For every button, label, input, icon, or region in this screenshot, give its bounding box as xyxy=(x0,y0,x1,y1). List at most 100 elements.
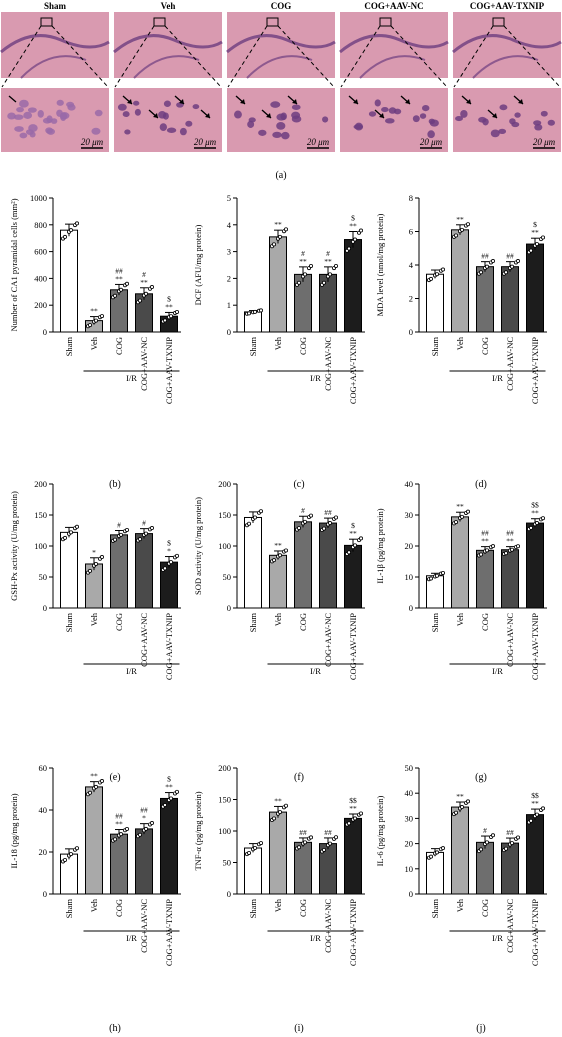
y-tick-label: 30 xyxy=(405,510,414,520)
data-point xyxy=(143,291,148,296)
data-point xyxy=(252,309,257,314)
hippocampus-cell-layer xyxy=(0,34,110,54)
y-tick-label: 200 xyxy=(218,763,231,773)
significance-label: # xyxy=(142,519,146,528)
category-label: COG xyxy=(298,899,308,917)
group-label: I/R xyxy=(126,933,137,943)
arrowhead-icon xyxy=(240,99,245,104)
y-tick-label: 200 xyxy=(218,479,231,489)
data-point xyxy=(283,803,288,808)
arrowhead-icon xyxy=(266,113,271,118)
significance-label: $$ xyxy=(531,501,539,510)
bar xyxy=(110,833,128,895)
group-label: I/R xyxy=(310,666,321,676)
significance-label: ** xyxy=(456,502,464,511)
data-point xyxy=(529,818,534,823)
significance-label: ** xyxy=(90,772,98,781)
overview-image xyxy=(1,12,109,78)
bar xyxy=(451,806,469,895)
y-tick-label: 150 xyxy=(218,510,231,520)
bar xyxy=(319,522,337,609)
data-point xyxy=(321,847,326,852)
pyramidal-cell xyxy=(91,127,101,135)
y-tick-label: 0 xyxy=(227,889,231,899)
bar xyxy=(160,797,178,895)
y-axis-label: TNF-α (pg/mg protein) xyxy=(193,791,203,870)
pyramidal-cell xyxy=(322,116,329,123)
category-label: COG+AAV-NC xyxy=(139,337,149,391)
significance-label: ## xyxy=(506,252,514,261)
data-point xyxy=(119,532,124,537)
data-point xyxy=(503,270,508,275)
significance-label: ** xyxy=(506,537,514,546)
category-label: COG+AAV-NC xyxy=(139,899,149,953)
data-point xyxy=(434,573,439,578)
significance-label: ** xyxy=(349,222,357,231)
pyramidal-cell xyxy=(37,110,44,118)
pyramidal-cell xyxy=(384,118,395,124)
category-label: COG+AAV-NC xyxy=(505,613,515,667)
y-tick-label: 10 xyxy=(405,572,414,582)
y-tick-label: 10 xyxy=(405,864,414,874)
pyramidal-cell xyxy=(368,111,377,117)
hippocampus-cell-layer xyxy=(226,34,336,54)
y-axis-label: DCF (AFU/mg protein) xyxy=(193,224,203,305)
hippocampus-cell-layer xyxy=(113,34,223,54)
pyramidal-cell xyxy=(176,102,184,108)
overview-image xyxy=(453,12,561,78)
data-point xyxy=(63,535,68,540)
data-point xyxy=(308,835,313,840)
data-point xyxy=(535,812,540,817)
data-point xyxy=(484,548,489,553)
data-point xyxy=(503,551,508,556)
pyramidal-cell xyxy=(67,104,76,111)
dentate-gyrus-layer xyxy=(359,55,426,79)
pyramidal-cell xyxy=(166,127,177,133)
y-tick-label: 20 xyxy=(39,847,48,857)
significance-label: ** xyxy=(115,820,123,829)
data-point xyxy=(541,235,546,240)
category-label: COG+AAV-TXNIP xyxy=(530,337,540,404)
data-point xyxy=(541,516,546,521)
y-tick-label: 0 xyxy=(227,603,231,613)
bar xyxy=(60,229,78,333)
category-label: COG xyxy=(298,337,308,355)
y-tick-label: 5 xyxy=(227,193,231,203)
zoom-guide-line xyxy=(1,25,42,88)
category-label: Sham xyxy=(430,899,440,919)
y-axis-label: MDA level (nmol/mg protein) xyxy=(375,213,385,316)
chart-e: 0 50 100 150 200 GSH-Px activity (U/mg protei… xyxy=(9,479,181,783)
y-tick-label: 100 xyxy=(218,541,231,551)
dentate-gyrus-layer xyxy=(20,55,87,79)
panel-label: (c) xyxy=(293,479,304,490)
bar xyxy=(451,516,469,609)
data-point xyxy=(258,509,263,514)
data-point xyxy=(509,841,514,846)
pyramidal-cell xyxy=(499,104,508,111)
data-point xyxy=(529,525,534,530)
pyramidal-cell xyxy=(42,117,52,124)
data-point xyxy=(358,811,363,816)
data-point xyxy=(302,840,307,845)
significance-label: ** xyxy=(349,804,357,813)
bar xyxy=(60,531,78,609)
data-point xyxy=(125,527,130,532)
significance-label: * xyxy=(167,547,171,556)
data-point xyxy=(252,515,257,520)
arrowhead-icon xyxy=(205,113,210,118)
category-label: COG xyxy=(480,613,490,631)
category-label: COG+AAV-TXNIP xyxy=(164,899,174,966)
y-tick-label: 8 xyxy=(409,193,413,203)
arrowhead-icon xyxy=(379,113,384,118)
data-point xyxy=(258,308,263,313)
significance-label: # xyxy=(483,826,487,835)
data-point xyxy=(346,246,351,251)
pyramidal-cell xyxy=(163,100,171,108)
scale-bar-label: 20 μm xyxy=(420,137,443,147)
bar xyxy=(451,229,469,333)
bar xyxy=(110,534,128,609)
significance-label: ** xyxy=(274,796,282,805)
y-tick-label: 0 xyxy=(43,603,47,613)
bar xyxy=(269,811,287,895)
